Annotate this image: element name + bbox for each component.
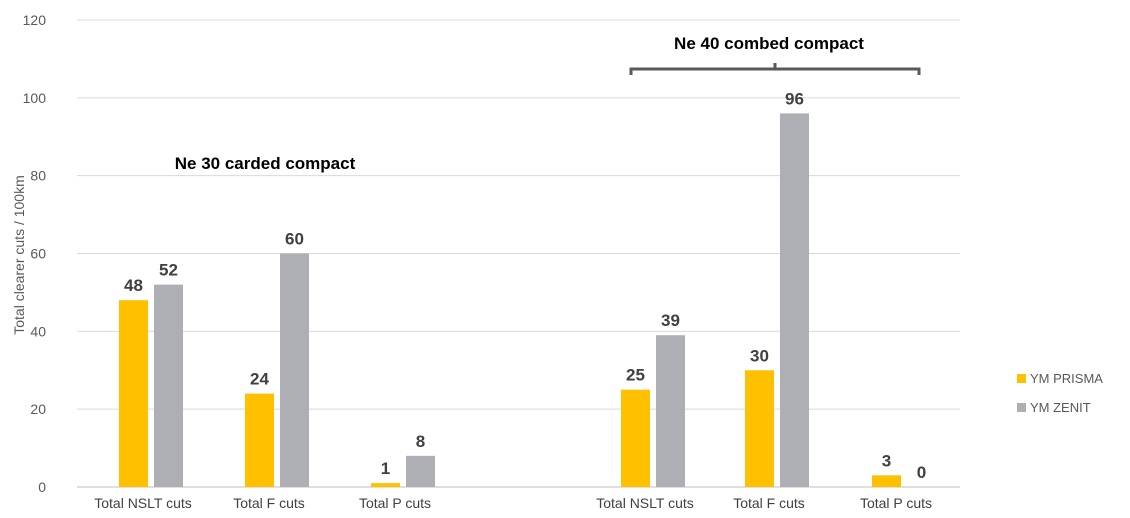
data-label: 24 [250, 370, 269, 389]
bar-ym-zenit [280, 253, 309, 487]
y-axis-label: Total clearer cuts / 100km [11, 175, 27, 335]
group-label-ne30: Ne 30 carded compact [175, 154, 356, 173]
bar-ym-zenit [656, 335, 685, 487]
legend-label-ym-prisma: YM PRISMA [1030, 371, 1103, 386]
data-label: 8 [416, 432, 425, 451]
data-label: 48 [124, 276, 143, 295]
bar-ym-zenit [406, 455, 435, 487]
data-label: 30 [750, 346, 769, 365]
legend-swatch-ym-prisma [1017, 374, 1026, 383]
bars [119, 113, 901, 488]
group-bracket-ne40 [629, 63, 921, 75]
category-label: Total F cuts [733, 495, 805, 511]
category-label: Total F cuts [233, 495, 305, 511]
bar-ym-zenit [154, 284, 183, 487]
group-label-ne40: Ne 40 combed compact [674, 34, 864, 53]
bar-ym-prisma [371, 483, 400, 487]
bar-ym-prisma [621, 389, 650, 487]
data-label: 39 [661, 311, 680, 330]
y-tick-label: 40 [30, 323, 46, 339]
data-label: 96 [785, 89, 804, 108]
category-label: Total NSLT cuts [596, 495, 694, 511]
category-label: Total P cuts [359, 495, 431, 511]
legend-swatch-ym-zenit [1017, 403, 1026, 412]
y-tick-label: 80 [30, 168, 46, 184]
data-label: 0 [917, 463, 926, 482]
data-label: 25 [626, 366, 645, 385]
bar-ym-prisma [872, 475, 901, 487]
data-labels: 48 24 1 25 30 3 52 60 8 39 96 0 [124, 89, 926, 482]
data-label: 1 [381, 459, 390, 478]
category-label: Total P cuts [860, 495, 932, 511]
bar-ym-prisma [119, 300, 148, 487]
y-tick-label: 60 [30, 246, 46, 262]
bar-ym-prisma [245, 393, 274, 487]
category-label: Total NSLT cuts [94, 495, 192, 511]
bracket-shape [629, 63, 921, 75]
x-axis-category-labels: Total NSLT cuts Total F cuts Total P cuts T… [94, 495, 932, 511]
grid-lines [77, 19, 960, 488]
y-tick-label: 100 [23, 90, 47, 106]
legend: YM PRISMA YM ZENIT [1017, 371, 1103, 415]
y-tick-label: 20 [30, 401, 46, 417]
y-tick-label: 120 [23, 12, 47, 28]
data-label: 3 [882, 451, 891, 470]
data-label: 60 [285, 230, 304, 249]
bar-ym-prisma [745, 370, 774, 487]
bar-ym-zenit [780, 113, 809, 488]
data-label: 52 [159, 261, 178, 280]
y-tick-label: 0 [38, 479, 46, 495]
y-axis-ticks: 0 20 40 60 80 100 120 [23, 12, 47, 495]
legend-label-ym-zenit: YM ZENIT [1030, 400, 1091, 415]
